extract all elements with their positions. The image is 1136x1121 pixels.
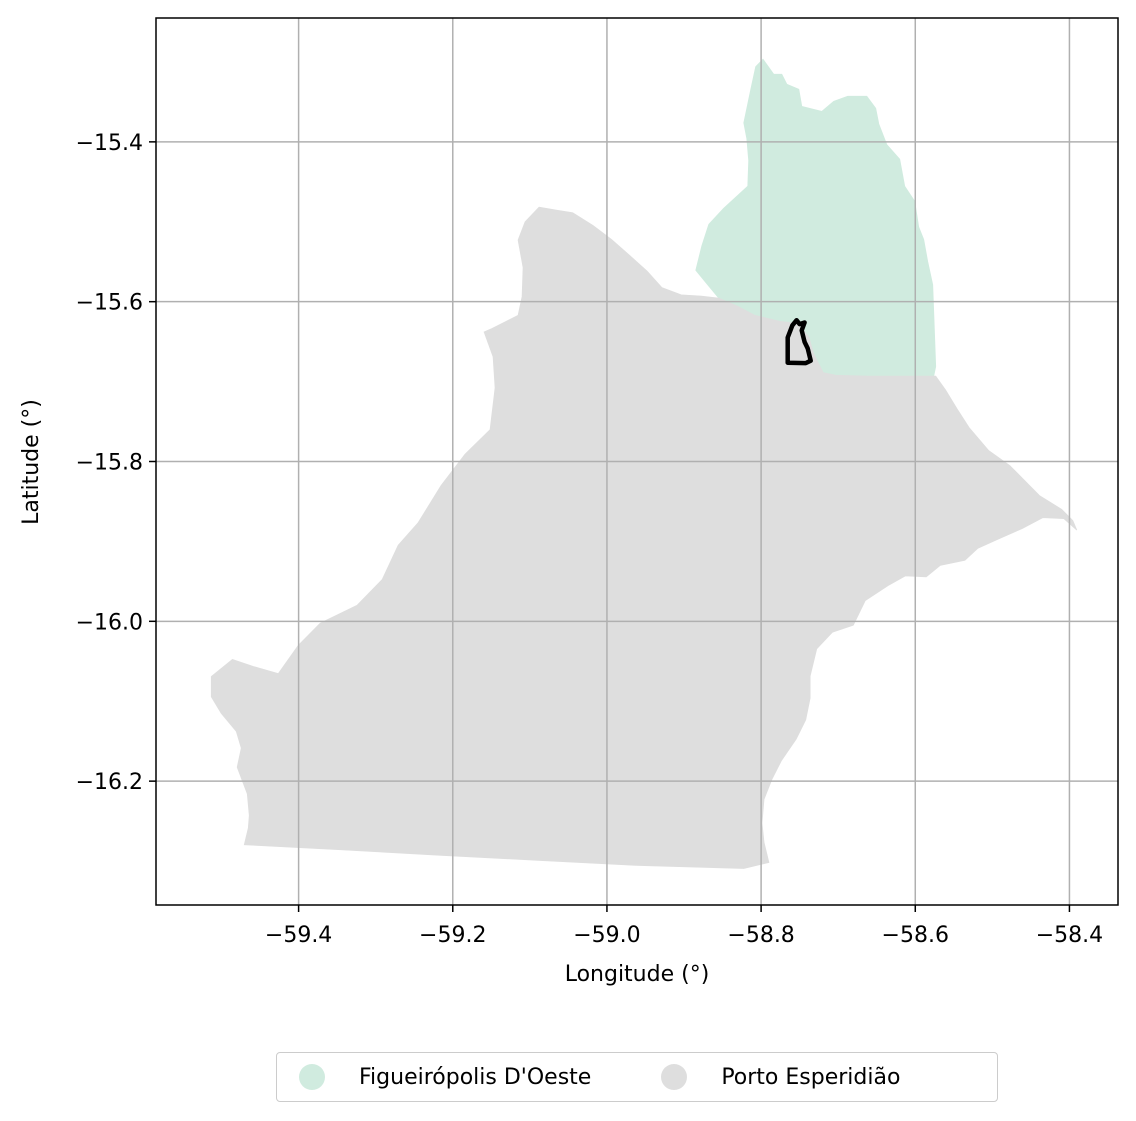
- x-tick-label: −58.8: [727, 923, 794, 948]
- y-tick-label: −15.8: [76, 451, 143, 476]
- x-tick-label: −59.2: [419, 923, 486, 948]
- legend-item-figueiropolis: Figueirópolis D'Oeste: [299, 1064, 591, 1090]
- regions-layer: [210, 58, 1078, 869]
- y-tick-label: −15.6: [76, 291, 143, 316]
- legend-marker-figueiropolis: [299, 1064, 325, 1090]
- x-axis: −59.4 −59.2 −59.0 −58.8 −58.6 −58.4: [265, 905, 1103, 948]
- x-tick-label: −58.4: [1036, 923, 1103, 948]
- x-tick-label: −58.6: [882, 923, 949, 948]
- region-porto-esperidiao: [210, 206, 1078, 869]
- y-axis-label: Latitude (°): [19, 399, 44, 525]
- legend-item-porto-esperidiao: Porto Esperidião: [661, 1064, 900, 1090]
- y-axis: −15.4 −15.6 −15.8 −16.0 −16.2: [76, 131, 156, 795]
- grid-layer: [156, 18, 1118, 905]
- highlight-layer: [785, 317, 813, 366]
- y-tick-label: −15.4: [76, 131, 143, 156]
- x-tick-label: −59.4: [265, 923, 332, 948]
- legend-marker-porto-esperidiao: [661, 1064, 688, 1090]
- x-tick-label: −59.0: [573, 923, 640, 948]
- legend-label-porto-esperidiao: Porto Esperidião: [721, 1064, 901, 1090]
- y-tick-label: −16.2: [76, 770, 143, 795]
- legend: Figueirópolis D'Oeste Porto Esperidião: [276, 1052, 998, 1102]
- y-tick-label: −16.0: [76, 610, 143, 635]
- highlight-outline: [785, 317, 813, 366]
- x-axis-label: Longitude (°): [565, 962, 710, 987]
- legend-label-figueiropolis: Figueirópolis D'Oeste: [359, 1064, 592, 1090]
- region-figueiropolis-d-oeste: [695, 58, 937, 377]
